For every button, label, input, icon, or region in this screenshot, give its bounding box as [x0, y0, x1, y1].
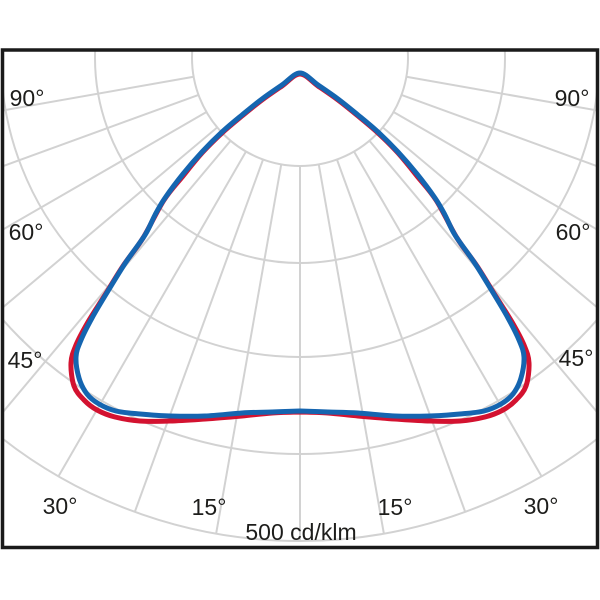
angle-ray-10deg [317, 164, 385, 534]
angle-ray--10deg [215, 164, 283, 534]
angle-ray-40deg [368, 140, 598, 415]
angle-ray--70deg [2, 93, 199, 168]
angle-label: 60° [556, 219, 591, 245]
angle-ray--40deg [2, 140, 232, 415]
angle-ray--20deg [133, 159, 265, 513]
intensity-ring-100 [191, 50, 409, 167]
angle-label: 90° [10, 85, 45, 111]
angle-ray-60deg [393, 111, 598, 231]
chart-frame [0, 48, 600, 550]
angle-ray--60deg [2, 111, 207, 231]
angle-label: 30° [43, 493, 78, 519]
chart-grid-area [2, 50, 598, 542]
angle-ray--50deg [2, 126, 218, 309]
angle-ray--30deg [57, 151, 247, 477]
angle-label: 30° [524, 493, 559, 519]
angle-label: 15° [378, 494, 413, 520]
angle-label: 90° [555, 85, 590, 111]
angle-label: 45° [8, 347, 43, 373]
angle-ray-70deg [401, 93, 598, 168]
angle-ray-30deg [353, 151, 543, 477]
angle-ray--80deg [2, 75, 194, 112]
angle-ray-20deg [335, 159, 467, 513]
angle-label: 15° [192, 494, 227, 520]
unit-scale-label: 500 cd/klm [245, 519, 356, 545]
angle-ray-80deg [406, 75, 598, 112]
angle-ray-50deg [382, 126, 598, 309]
c90-plane-curve [73, 70, 527, 419]
angle-label: 60° [9, 219, 44, 245]
angle-label: 45° [559, 345, 594, 371]
